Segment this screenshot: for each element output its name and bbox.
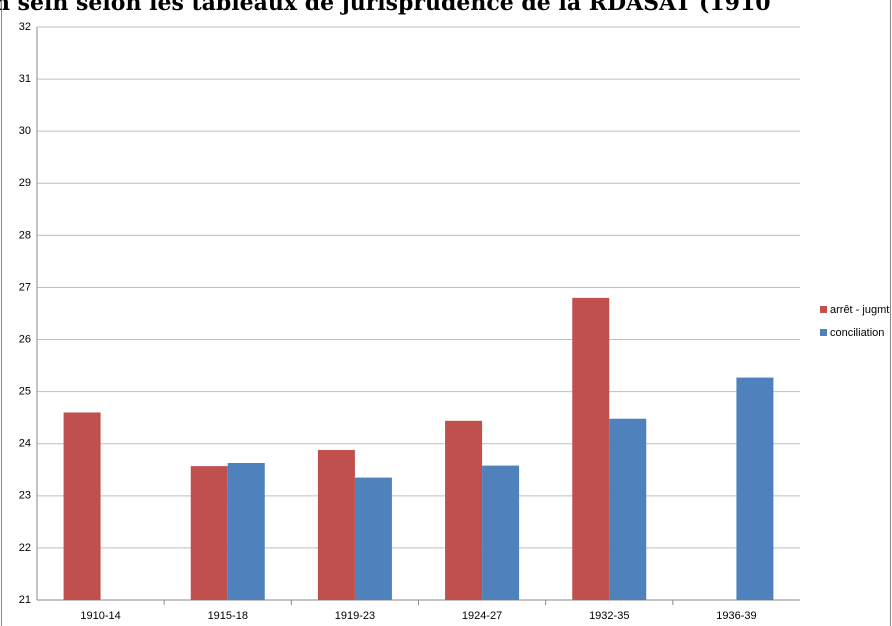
y-tick-label: 24 xyxy=(19,438,31,450)
y-tick-label: 30 xyxy=(19,125,31,137)
bar xyxy=(227,463,265,600)
legend-swatch xyxy=(820,329,827,336)
y-tick-label: 31 xyxy=(19,73,31,85)
chart-title: n sein selon les tableaux de jurispruden… xyxy=(0,0,771,16)
y-tick-label: 32 xyxy=(19,21,31,33)
bar xyxy=(354,477,392,600)
bar xyxy=(190,466,228,600)
legend-label: conciliation xyxy=(830,327,884,339)
legend-swatch xyxy=(820,306,827,313)
x-tick-label: 1936-39 xyxy=(716,610,756,622)
y-tick-label: 25 xyxy=(19,386,31,398)
x-tick-label: 1915-18 xyxy=(208,610,248,622)
bar xyxy=(445,420,483,600)
x-tick-label: 1932-35 xyxy=(589,610,629,622)
x-tick-label: 1924-27 xyxy=(462,610,502,622)
bar xyxy=(63,412,101,600)
y-tick-label: 21 xyxy=(19,594,31,606)
x-tick-label: 1910-14 xyxy=(80,610,120,622)
y-tick-label: 29 xyxy=(19,177,31,189)
y-tick-label: 26 xyxy=(19,333,31,345)
legend-label: arrêt - jugmt xyxy=(830,304,889,316)
y-tick-label: 28 xyxy=(19,229,31,241)
bar xyxy=(736,377,774,600)
x-tick-label: 1919-23 xyxy=(335,610,375,622)
y-tick-label: 27 xyxy=(19,281,31,293)
bar xyxy=(317,449,355,600)
bar xyxy=(609,418,647,600)
y-tick-label: 23 xyxy=(19,490,31,502)
bar xyxy=(482,465,520,600)
bar xyxy=(572,297,610,600)
y-tick-label: 22 xyxy=(19,542,31,554)
